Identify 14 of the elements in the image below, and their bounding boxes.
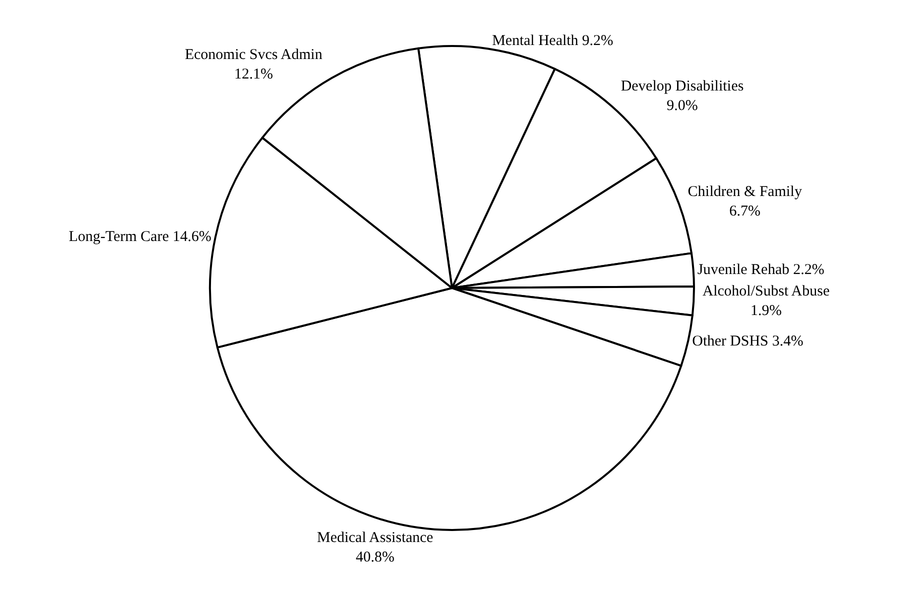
data-label: 9.0% [666, 98, 698, 114]
data-label: 6.7% [729, 203, 760, 220]
slice-label: Economic Svcs Admin [184, 46, 323, 63]
data-label: 1.9% [750, 302, 782, 319]
data-label: 40.8% [356, 549, 394, 566]
slice-label: Long-Term Care 14.6% [68, 228, 212, 245]
slice-label: Children & Family [688, 184, 802, 200]
slice-label: Mental Health 9.2% [492, 32, 614, 49]
slice-label: Other DSHS 3.4% [692, 333, 804, 350]
slice-label: Develop Disabilities [620, 78, 744, 95]
slice-label: Juvenile Rehab 2.2% [697, 262, 824, 278]
slice-label: Medical Assistance [316, 530, 434, 546]
data-label: 12.1% [234, 66, 273, 82]
slice-label: Alcohol/Subst Abuse [702, 283, 830, 300]
